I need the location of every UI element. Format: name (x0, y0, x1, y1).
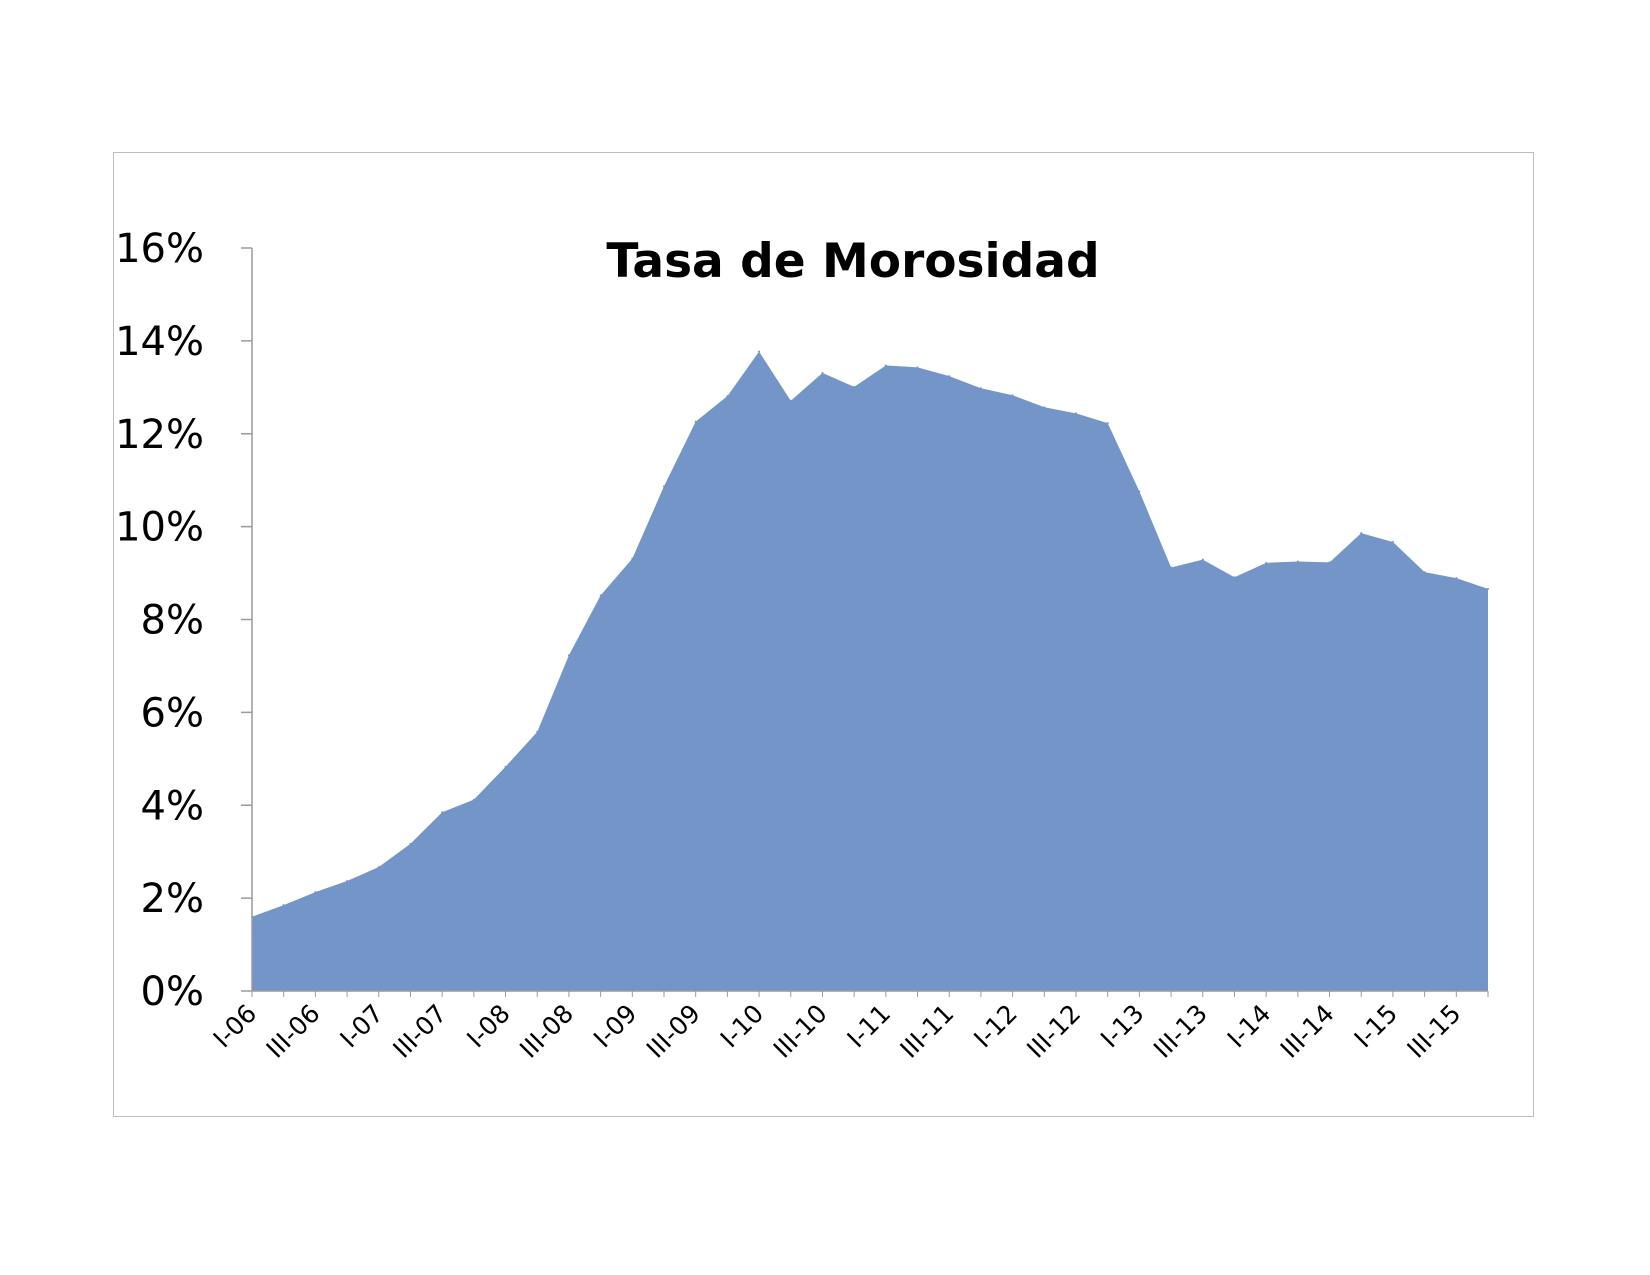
y-tick-label: 16% (115, 226, 204, 272)
data-point-IV-07 (472, 798, 475, 801)
x-tick-label: III-09 (641, 999, 706, 1064)
data-point-I-14 (1265, 561, 1268, 564)
data-point-II-13 (1170, 566, 1173, 569)
x-tick-label: III-06 (261, 999, 326, 1064)
data-point-II-12 (1043, 406, 1046, 409)
x-tick-label: I-07 (334, 999, 389, 1054)
data-point-II-07 (409, 842, 412, 845)
y-tick-label: 10% (115, 505, 204, 551)
data-point-II-11 (916, 366, 919, 369)
data-point-I-15 (1391, 540, 1394, 543)
data-point-III-09 (694, 420, 697, 423)
x-tick-label: I-06 (208, 999, 263, 1054)
x-tick-label: I-12 (968, 999, 1023, 1054)
data-point-IV-10 (853, 385, 856, 388)
data-point-I-11 (884, 364, 887, 367)
data-point-III-08 (567, 654, 570, 657)
data-point-II-15 (1423, 571, 1426, 574)
x-tick-label: I-08 (461, 999, 516, 1054)
x-tick-label: III-15 (1402, 999, 1467, 1064)
data-point-I-10 (758, 350, 761, 353)
data-point-I-13 (1138, 490, 1141, 493)
data-point-III-07 (441, 811, 444, 814)
y-tick-label: 14% (115, 319, 204, 365)
data-point-III-12 (1075, 412, 1077, 415)
x-tick-label: I-15 (1349, 999, 1404, 1054)
data-point-III-13 (1201, 558, 1204, 561)
data-point-IV-14 (1360, 532, 1363, 535)
x-tick-label: I-11 (841, 999, 896, 1054)
data-point-IV-08 (599, 594, 602, 597)
data-point-II-10 (789, 399, 792, 402)
data-point-II-14 (1296, 560, 1299, 563)
data-point-IV-12 (1106, 422, 1109, 425)
x-tick-label: I-13 (1095, 999, 1150, 1054)
data-point-II-06 (282, 904, 285, 907)
y-tick-label: 12% (115, 412, 204, 458)
data-point-I-07 (377, 866, 380, 869)
area-layer (251, 350, 1489, 991)
x-tick-label: III-11 (894, 999, 959, 1064)
x-tick-label: III-13 (1148, 999, 1213, 1064)
x-tick-label: I-14 (1222, 999, 1277, 1054)
data-point-IV-06 (346, 879, 349, 882)
data-point-I-09 (631, 557, 634, 560)
data-point-IV-15 (1487, 587, 1489, 590)
y-axis-ticks: 0% 2% 4% 6% 8% 10% 12% 14% 16% (115, 226, 252, 1015)
data-point-III-06 (314, 891, 317, 894)
data-point-III-11 (948, 375, 951, 378)
x-tick-label: III-14 (1275, 999, 1340, 1064)
y-tick-label: 8% (141, 598, 204, 644)
x-tick-label: III-10 (768, 999, 833, 1064)
data-point-III-15 (1455, 577, 1458, 580)
data-point-IV-11 (979, 387, 982, 390)
y-tick-label: 4% (141, 783, 204, 829)
y-tick-label: 6% (141, 690, 204, 736)
x-tick-label: III-07 (387, 999, 452, 1064)
x-tick-label: I-09 (588, 999, 643, 1054)
x-tick-label: III-08 (514, 999, 579, 1064)
data-point-II-09 (663, 485, 665, 488)
data-point-IV-13 (1233, 576, 1236, 579)
data-point-III-14 (1328, 561, 1331, 564)
data-point-IV-09 (726, 395, 729, 398)
data-point-III-10 (821, 371, 824, 374)
x-tick-label: I-10 (715, 999, 770, 1054)
y-tick-label: 0% (141, 969, 204, 1015)
data-point-I-08 (504, 765, 507, 768)
area-series (252, 351, 1488, 991)
chart-title: Tasa de Morosidad (606, 234, 1099, 289)
y-tick-label: 2% (141, 876, 204, 922)
data-point-II-08 (536, 730, 539, 733)
data-point-I-12 (1011, 394, 1014, 397)
x-tick-label: III-12 (1021, 999, 1086, 1064)
